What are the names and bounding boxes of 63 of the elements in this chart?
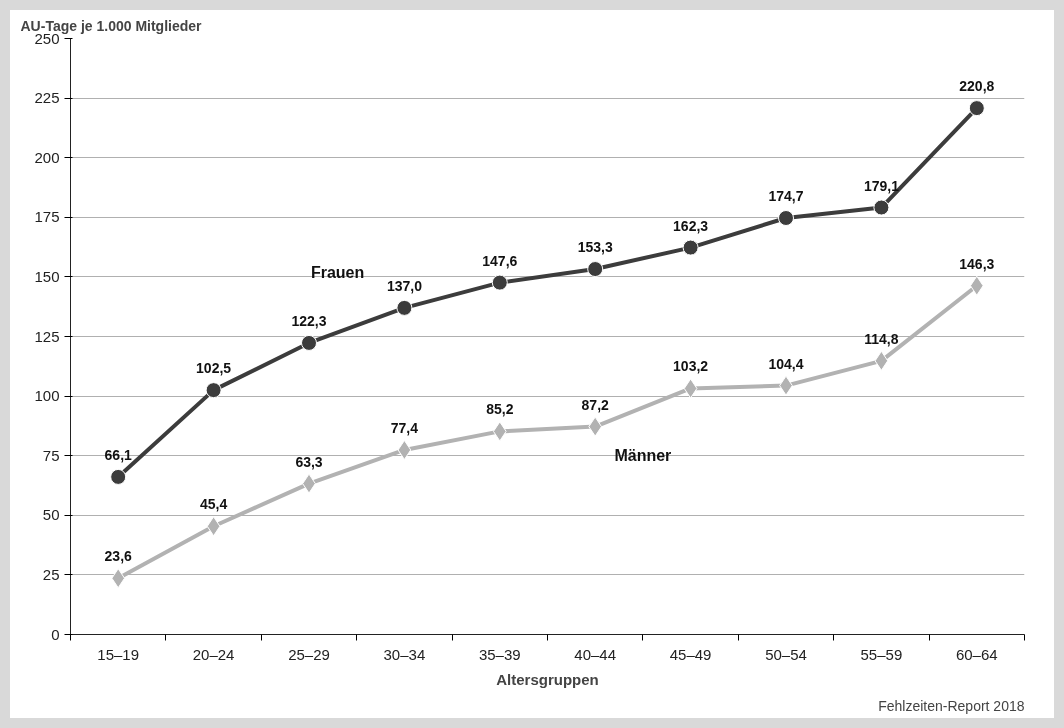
point bbox=[683, 378, 698, 399]
x-axis-title: Altersgruppen bbox=[496, 670, 599, 688]
point bbox=[205, 382, 222, 399]
data-label: 45,4 bbox=[199, 496, 228, 513]
data-label: 23,6 bbox=[104, 548, 133, 565]
y-tick-label: 125 bbox=[34, 327, 60, 345]
data-label: 63,3 bbox=[295, 453, 323, 470]
y-tick-label: 100 bbox=[34, 387, 60, 405]
x-tick-label: 35–39 bbox=[478, 645, 521, 663]
y-tick-label: 225 bbox=[34, 89, 60, 107]
x-tick-label: 40–44 bbox=[574, 645, 617, 663]
point bbox=[588, 416, 603, 437]
point bbox=[778, 210, 794, 226]
x-tick-label: 45–49 bbox=[669, 645, 712, 663]
y-tick-label: 50 bbox=[42, 506, 60, 524]
y-tick-label: 0 bbox=[51, 625, 60, 643]
text: Fehlzeiten-Report 2018 bbox=[878, 697, 1025, 714]
x-tick-label: 50–54 bbox=[765, 645, 807, 663]
data-label: 104,4 bbox=[768, 355, 804, 372]
text: Frauen bbox=[310, 264, 365, 282]
data-label: 114,8 bbox=[864, 330, 899, 347]
y-tick-label: 200 bbox=[34, 148, 60, 166]
point bbox=[206, 516, 221, 537]
point bbox=[492, 421, 507, 442]
data-label: 102,5 bbox=[196, 360, 232, 377]
point bbox=[301, 334, 317, 351]
data-label: 137,0 bbox=[386, 277, 423, 294]
point bbox=[397, 439, 412, 460]
x-tick-label: 25–29 bbox=[288, 645, 330, 663]
point bbox=[111, 568, 126, 589]
point bbox=[587, 261, 604, 278]
point bbox=[968, 100, 985, 117]
y-tick-label: 75 bbox=[42, 446, 60, 464]
x-tick-label: 30–34 bbox=[383, 645, 426, 663]
point bbox=[396, 299, 413, 316]
point bbox=[969, 275, 984, 296]
point bbox=[491, 274, 508, 291]
data-label: 220,8 bbox=[959, 78, 995, 95]
point bbox=[873, 199, 890, 216]
data-label: 103,2 bbox=[673, 358, 709, 375]
data-label: 87,2 bbox=[581, 396, 610, 413]
data-label: 66,1 bbox=[104, 446, 133, 463]
y-tick-label: 175 bbox=[34, 208, 60, 226]
point bbox=[110, 468, 127, 485]
series-label: Männer bbox=[614, 446, 672, 464]
point bbox=[682, 239, 699, 256]
data-label: 122,3 bbox=[291, 312, 327, 329]
x-tick-label: 55–59 bbox=[860, 645, 903, 663]
data-label: 153,3 bbox=[577, 239, 613, 256]
x-tick-label: 60–64 bbox=[955, 645, 998, 663]
y-tick-label: 25 bbox=[42, 565, 60, 583]
data-label: 147,6 bbox=[482, 252, 518, 269]
data-label: 77,4 bbox=[390, 419, 419, 436]
x-tick-label: 15–19 bbox=[97, 645, 140, 663]
y-tick-label: 150 bbox=[34, 267, 60, 285]
data-label: 174,7 bbox=[768, 188, 804, 205]
data-label: 146,3 bbox=[959, 255, 995, 272]
y-axis-title: AU-Tage je 1.000 Mitglieder bbox=[20, 17, 203, 34]
data-label: 85,2 bbox=[486, 401, 514, 418]
point bbox=[874, 350, 889, 371]
data-label: 179,1 bbox=[863, 177, 900, 194]
data-label: 162,3 bbox=[673, 217, 709, 234]
x-tick-label: 20–24 bbox=[192, 645, 235, 663]
